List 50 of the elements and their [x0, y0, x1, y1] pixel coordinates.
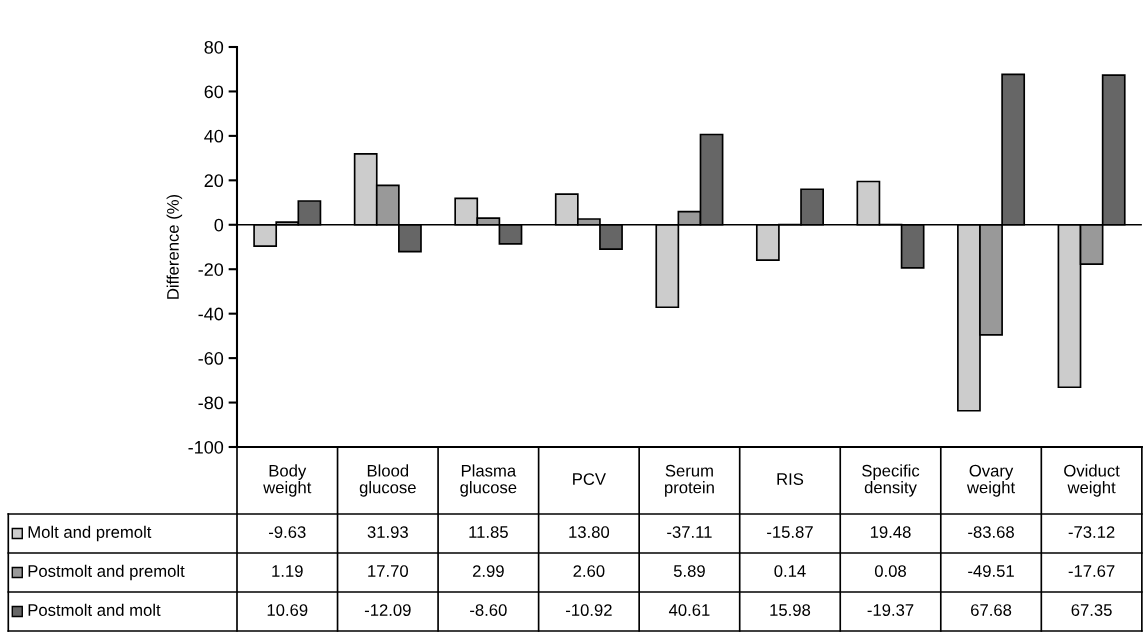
- data-label: 0.14: [774, 565, 806, 577]
- data-label: -10.92: [566, 604, 612, 616]
- data-label: 2.60: [573, 565, 605, 577]
- data-label: 13.80: [569, 526, 610, 538]
- y-tick-label: -100: [188, 440, 224, 454]
- y-tick-label: -20: [198, 263, 224, 276]
- data-label: 5.89: [673, 565, 705, 577]
- data-label: -37.11: [667, 526, 712, 538]
- y-tick-label: -80: [198, 396, 224, 410]
- data-label: 19.48: [870, 526, 911, 538]
- data-label: 67.35: [1071, 604, 1112, 616]
- data-label: 31.93: [367, 526, 408, 538]
- y-tick-label: 60: [204, 85, 224, 99]
- data-label: 2.99: [472, 565, 504, 577]
- data-label: -73.12: [1068, 526, 1115, 538]
- data-label: 0.08: [874, 565, 906, 577]
- x-tick-label: PCV: [573, 473, 606, 485]
- legend-label: Postmolt and premolt: [28, 564, 185, 581]
- x-tick-label: RIS: [777, 473, 804, 485]
- data-label: 15.98: [770, 604, 811, 616]
- x-tick-label: Plasma glucose: [460, 464, 517, 497]
- legend-label: Molt and premolt: [28, 525, 152, 542]
- data-label: 17.70: [368, 565, 409, 577]
- data-label: -49.51: [968, 565, 1014, 577]
- data-label: -12.09: [364, 604, 411, 616]
- y-tick-label: 40: [204, 129, 224, 143]
- data-label: -17.67: [1068, 565, 1115, 577]
- y-tick-label: 0: [214, 218, 224, 232]
- data-label: -9.63: [269, 526, 306, 538]
- y-tick-label: 80: [204, 40, 224, 54]
- x-tick-label: Serum protein: [665, 464, 714, 497]
- y-tick-label: -60: [198, 352, 224, 365]
- legend-label: Postmolt and molt: [28, 603, 161, 616]
- data-label: -19.37: [867, 604, 914, 616]
- data-label: -83.68: [968, 526, 1014, 538]
- x-tick-label: Body weight: [263, 464, 312, 497]
- y-axis-title: Difference (%): [166, 194, 183, 299]
- data-label: 40.61: [668, 604, 710, 616]
- data-label: -15.87: [767, 526, 813, 538]
- y-tick-label: -40: [198, 307, 224, 321]
- x-tick-label: Ovary weight: [966, 464, 1016, 497]
- x-tick-label: Oviduct weight: [1064, 464, 1120, 497]
- data-label: -8.60: [470, 604, 507, 616]
- y-tick-label: 20: [204, 174, 224, 188]
- x-tick-label: Specific density: [862, 464, 920, 497]
- data-label: 67.68: [971, 604, 1012, 616]
- x-tick-label: Blood glucose: [359, 464, 416, 497]
- data-label: 11.85: [469, 526, 508, 538]
- data-label: 1.19: [272, 565, 303, 577]
- data-label: 10.69: [267, 604, 308, 616]
